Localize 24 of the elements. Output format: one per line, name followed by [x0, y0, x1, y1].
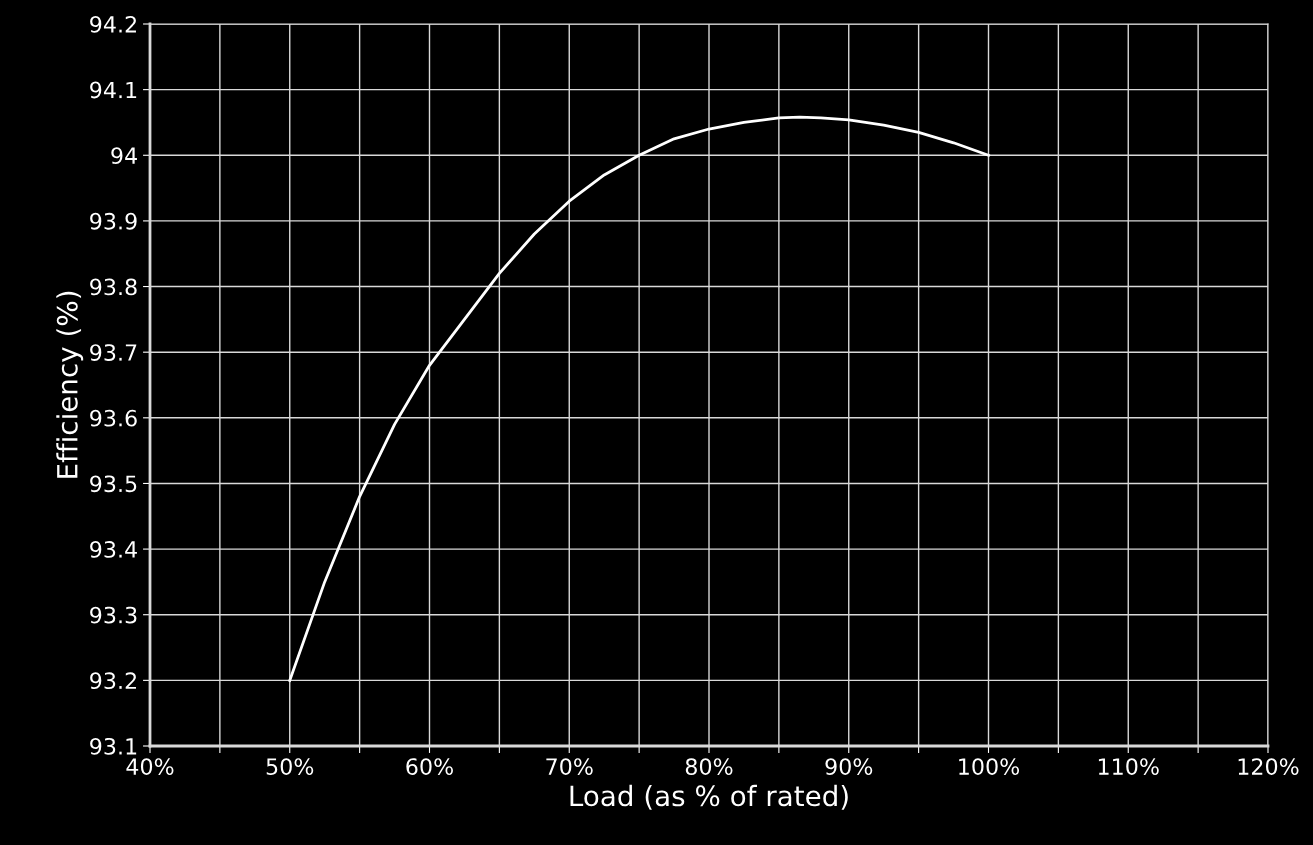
y-axis-title: Efficiency (%)	[56, 291, 84, 478]
y-tick-label: 93.6	[90, 409, 137, 427]
x-tick-label: 60%	[406, 758, 453, 776]
x-tick-label: 50%	[266, 758, 314, 776]
x-tick-label: 80%	[685, 758, 733, 776]
x-axis-title: Load (as % of rated)	[570, 784, 848, 810]
x-tick-label: 120%	[1238, 758, 1299, 776]
y-tick-label: 93.9	[90, 212, 137, 230]
x-tick-label: 90%	[825, 758, 873, 776]
x-tick-label: 40%	[126, 758, 174, 776]
y-tick-label: 93.2	[90, 672, 136, 690]
line-series	[288, 115, 990, 682]
y-tick-label: 93.4	[90, 541, 137, 558]
x-tick-label: 110%	[1098, 758, 1159, 776]
y-tick-label: 93.5	[90, 475, 137, 493]
y-tick-label: 93.3	[90, 606, 137, 624]
y-tick-label: 94.1	[90, 81, 137, 99]
y-tick-label: 93.7	[90, 344, 137, 361]
y-tick-label: 93.1	[90, 737, 137, 755]
y-tick-label: 94	[111, 147, 137, 165]
y-tick-label: 94.2	[90, 15, 136, 33]
y-tick-label: 93.8	[90, 278, 137, 296]
x-tick-label: 70%	[546, 758, 593, 776]
x-tick-label: 100%	[959, 758, 1020, 776]
